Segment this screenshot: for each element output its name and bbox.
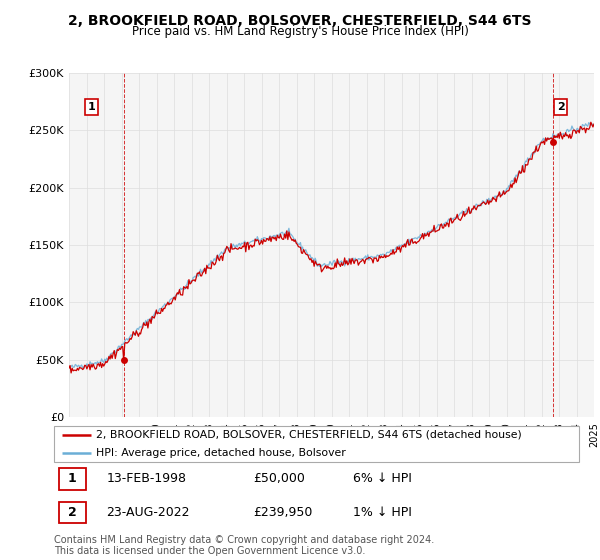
Text: 2, BROOKFIELD ROAD, BOLSOVER, CHESTERFIELD, S44 6TS: 2, BROOKFIELD ROAD, BOLSOVER, CHESTERFIE… — [68, 14, 532, 28]
FancyBboxPatch shape — [59, 502, 86, 524]
FancyBboxPatch shape — [54, 426, 579, 462]
Text: £50,000: £50,000 — [254, 473, 305, 486]
Text: Contains HM Land Registry data © Crown copyright and database right 2024.
This d: Contains HM Land Registry data © Crown c… — [54, 535, 434, 557]
Text: 6% ↓ HPI: 6% ↓ HPI — [353, 473, 412, 486]
Text: 1% ↓ HPI: 1% ↓ HPI — [353, 506, 412, 519]
Text: 1: 1 — [88, 102, 95, 112]
Text: 2: 2 — [557, 102, 565, 112]
Text: 2: 2 — [68, 506, 77, 519]
Text: 2, BROOKFIELD ROAD, BOLSOVER, CHESTERFIELD, S44 6TS (detached house): 2, BROOKFIELD ROAD, BOLSOVER, CHESTERFIE… — [96, 430, 522, 440]
Text: 23-AUG-2022: 23-AUG-2022 — [107, 506, 190, 519]
Text: 1: 1 — [68, 473, 77, 486]
Text: Price paid vs. HM Land Registry's House Price Index (HPI): Price paid vs. HM Land Registry's House … — [131, 25, 469, 38]
Text: £239,950: £239,950 — [254, 506, 313, 519]
Text: 13-FEB-1998: 13-FEB-1998 — [107, 473, 187, 486]
Text: HPI: Average price, detached house, Bolsover: HPI: Average price, detached house, Bols… — [96, 448, 346, 458]
FancyBboxPatch shape — [59, 468, 86, 490]
